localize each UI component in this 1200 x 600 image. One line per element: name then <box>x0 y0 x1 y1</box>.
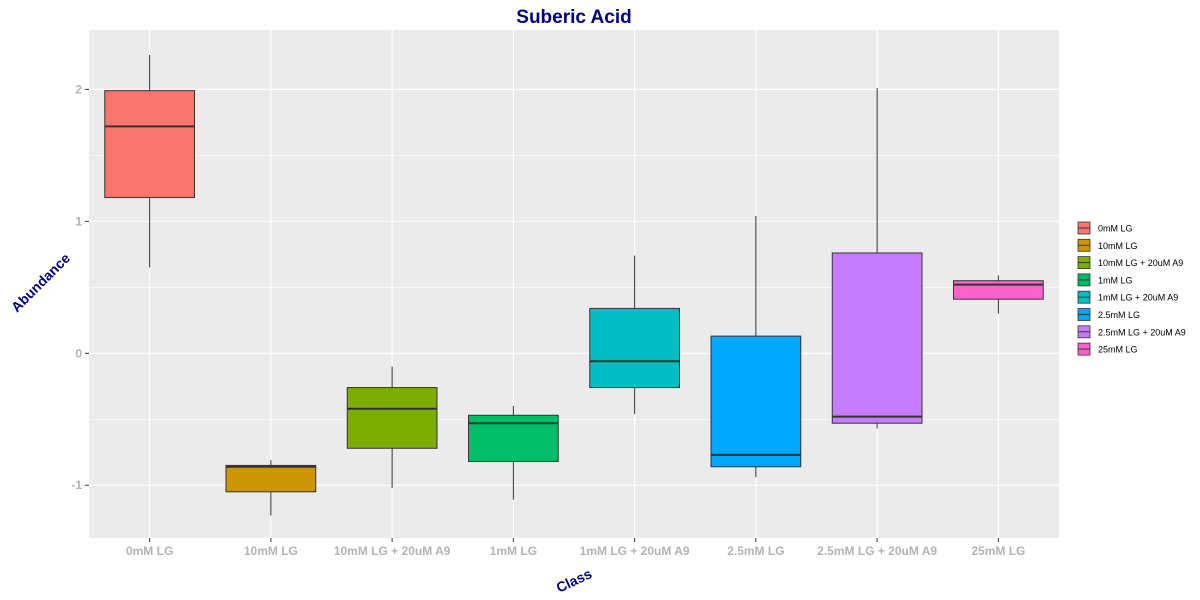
y-tick-label: 0 <box>75 346 82 360</box>
legend-label: 0mM LG <box>1098 224 1133 234</box>
boxplot-group <box>831 88 923 429</box>
x-tick-label: 0mM LG <box>126 544 173 558</box>
legend-label: 2.5mM LG <box>1098 310 1140 320</box>
boxplot-group <box>104 55 195 268</box>
x-tick-label: 2.5mM LG + 20uM A9 <box>817 544 937 558</box>
box <box>953 280 1044 300</box>
boxplot-group <box>346 366 438 488</box>
box <box>589 307 680 389</box>
boxplot-group <box>468 406 559 500</box>
x-tick-label: 25mM LG <box>971 544 1025 558</box>
y-axis-title: Abundance <box>8 250 73 315</box>
boxplot-group <box>710 216 802 478</box>
legend-item: 0mM LG <box>1077 221 1133 235</box>
box <box>104 90 195 199</box>
y-tick-label: -1 <box>71 478 82 492</box>
boxplot-group <box>589 255 680 414</box>
legend-label: 2.5mM LG + 20uM A9 <box>1098 327 1186 337</box>
box-layer <box>104 55 1044 516</box>
x-tick-label: 2.5mM LG <box>727 544 784 558</box>
legend-label: 1mM LG <box>1098 275 1133 285</box>
y-axis: -1 0 1 2 <box>71 82 89 492</box>
legend: 0mM LG 10mM LG 10mM LG + 20uM A9 1mM LG 1mM … <box>1077 221 1186 356</box>
legend-item: 2.5mM LG <box>1077 308 1140 321</box>
y-tick-label: 1 <box>75 214 82 228</box>
legend-label: 10mM LG <box>1098 241 1138 251</box>
box <box>831 252 923 424</box>
legend-item: 10mM LG <box>1077 238 1138 252</box>
boxplot-group <box>953 275 1044 314</box>
y-tick-label: 2 <box>75 82 82 96</box>
legend-item: 2.5mM LG + 20uM A9 <box>1077 325 1186 339</box>
legend-item: 1mM LG <box>1077 273 1133 287</box>
x-tick-label: 10mM LG + 20uM A9 <box>334 544 451 558</box>
x-tick-label: 1mM LG <box>490 544 537 558</box>
boxplot-group <box>225 460 317 516</box>
x-axis: 0mM LG 10mM LG 10mM LG + 20uM A9 1mM LG 1mM … <box>126 538 1025 558</box>
legend-label: 10mM LG + 20uM A9 <box>1098 258 1183 268</box>
x-tick-label: 10mM LG <box>244 544 298 558</box>
legend-item: 10mM LG + 20uM A9 <box>1077 256 1183 270</box>
legend-item: 25mM LG <box>1077 342 1138 356</box>
box <box>710 335 802 468</box>
legend-item: 1mM LG + 20uM A9 <box>1077 290 1178 304</box>
box <box>346 387 438 449</box>
legend-label: 25mM LG <box>1098 345 1138 355</box>
x-axis-title: Class <box>554 565 595 595</box>
chart-title: Suberic Acid <box>516 7 631 28</box>
legend-label: 1mM LG + 20uM A9 <box>1098 293 1178 303</box>
box <box>225 464 317 493</box>
x-tick-label: 1mM LG + 20uM A9 <box>580 544 690 558</box>
